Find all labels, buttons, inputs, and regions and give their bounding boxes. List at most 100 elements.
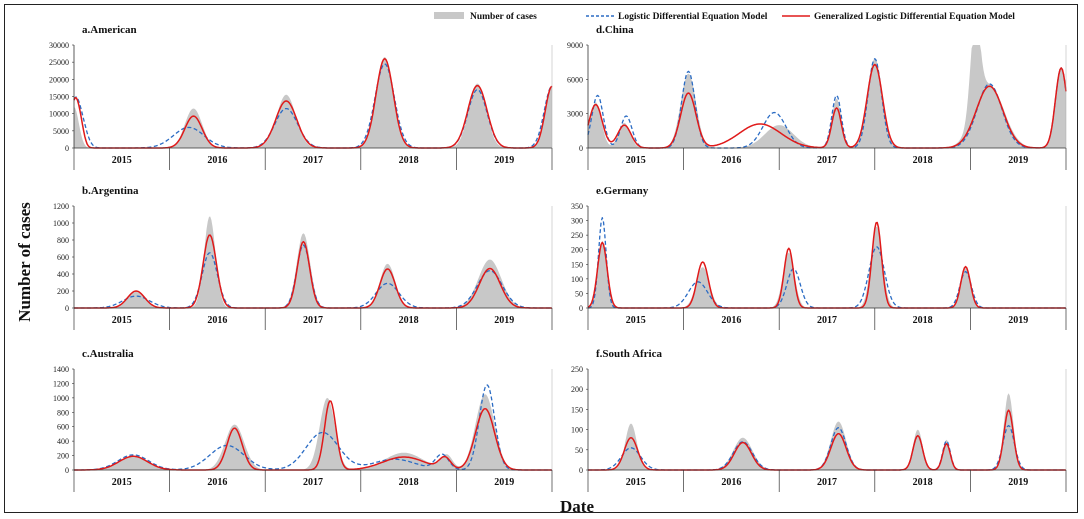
year-label: 2018 [399,155,419,166]
year-label: 2018 [399,315,419,326]
y-tick-label: 200 [571,246,583,255]
year-label: 2018 [913,477,933,488]
series-cases-area [74,57,552,148]
y-tick-label: 200 [57,452,69,461]
panel-2: b.Argentina 0 200 400 600 800 1000 1200 2015 2016… [53,185,553,330]
y-tick-label: 200 [571,385,583,394]
year-label: 2019 [494,155,514,166]
y-tick-label: 400 [57,437,69,446]
panel-4: d.China 0 3000 6000 9000 2015 2016 2017 2018 2019 [567,24,1067,170]
y-tick-label: 10000 [49,110,69,119]
y-tick-label: 0 [65,466,69,475]
year-label: 2016 [721,155,741,166]
legend-cases-swatch [434,12,464,19]
y-tick-label: 25000 [49,58,69,67]
legend: Number of cases Logistic Differential Eq… [434,12,1015,22]
panel-3: c.Australia 0 200 400 600 800 1000 1200 1400 2015… [53,348,553,492]
y-tick-label: 1000 [53,219,69,228]
year-label: 2019 [494,315,514,326]
y-tick-label: 1400 [53,365,69,374]
panel-1: a.American 0 5000 10000 15000 20000 25000 30000… [49,24,553,170]
year-label: 2015 [112,155,132,166]
year-label: 2019 [1008,155,1028,166]
legend-generalized-label: Generalized Logistic Differential Equati… [814,12,1015,22]
y-tick-label: 600 [57,253,69,262]
year-label: 2017 [303,155,323,166]
series-cases-area [588,226,1066,308]
y-tick-label: 30000 [49,41,69,50]
panel-6: f.South Africa 0 50 100 150 200 250 2015 2016 201… [571,348,1067,492]
year-label: 2016 [207,477,227,488]
y-tick-label: 0 [579,144,583,153]
year-label: 2017 [303,477,323,488]
y-tick-label: 250 [571,365,583,374]
series-generalized-line [587,221,1066,309]
panel-5: e.Germany 0 50 100 150 200 250 300 350 2015 2016 20… [571,185,1067,330]
y-tick-label: 300 [571,217,583,226]
series-generalized-line [587,63,1067,149]
year-label: 2018 [913,155,933,166]
y-tick-label: 150 [571,405,583,414]
panel-title: d.China [596,24,634,36]
year-label: 2017 [817,477,837,488]
y-tick-label: 50 [575,289,583,298]
year-label: 2017 [303,315,323,326]
figure-frame [4,4,1078,513]
y-tick-label: 6000 [567,75,583,84]
y-tick-label: 200 [57,287,69,296]
series-logistic-line [587,217,1066,309]
y-tick-label: 50 [575,446,583,455]
legend-cases-label: Number of cases [470,12,537,22]
series-cases-area [588,393,1066,470]
y-tick-label: 0 [65,304,69,313]
y-tick-label: 250 [571,231,583,240]
y-tick-label: 20000 [49,75,69,84]
year-label: 2019 [1008,477,1028,488]
series-logistic-line [587,58,1067,149]
legend-logistic-label: Logistic Differential Equation Model [618,12,768,22]
y-tick-label: 5000 [53,127,69,136]
year-label: 2019 [1008,315,1028,326]
year-label: 2019 [494,477,514,488]
y-tick-label: 400 [57,270,69,279]
year-label: 2015 [626,155,646,166]
year-label: 2018 [913,315,933,326]
y-tick-label: 3000 [567,110,583,119]
y-tick-label: 0 [579,466,583,475]
year-label: 2016 [721,477,741,488]
y-tick-label: 1200 [53,202,69,211]
y-tick-label: 15000 [49,93,69,102]
y-tick-label: 150 [571,260,583,269]
series-cases-area [74,216,552,308]
y-tick-label: 1000 [53,394,69,403]
y-tick-label: 0 [65,144,69,153]
series-generalized-line [74,400,552,471]
year-label: 2017 [817,155,837,166]
series-cases-area [588,45,1066,148]
panel-title: a.American [82,24,137,36]
year-label: 2016 [721,315,741,326]
year-label: 2016 [207,315,227,326]
y-tick-label: 350 [571,202,583,211]
y-tick-label: 800 [57,408,69,417]
year-label: 2017 [817,315,837,326]
y-tick-label: 1200 [53,379,69,388]
y-tick-label: 0 [579,304,583,313]
panel-title: b.Argentina [82,185,139,197]
y-tick-label: 800 [57,236,69,245]
panel-title: f.South Africa [596,348,663,360]
panel-title: e.Germany [596,185,649,197]
panel-title: c.Australia [82,348,134,360]
y-tick-label: 9000 [567,41,583,50]
y-tick-label: 100 [571,426,583,435]
year-label: 2015 [626,315,646,326]
year-label: 2015 [626,477,646,488]
year-label: 2016 [207,155,227,166]
series-generalized-line [74,234,552,309]
y-tick-label: 100 [571,275,583,284]
year-label: 2018 [399,477,419,488]
year-label: 2015 [112,477,132,488]
y-tick-label: 600 [57,423,69,432]
y-axis-label: Number of cases [15,202,34,322]
